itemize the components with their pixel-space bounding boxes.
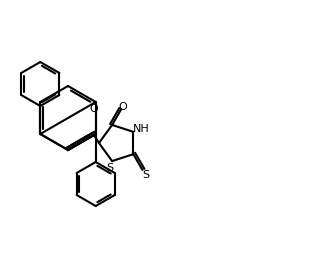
Text: S: S bbox=[142, 170, 149, 180]
Text: O: O bbox=[119, 102, 127, 112]
Text: S: S bbox=[106, 163, 114, 173]
Text: NH: NH bbox=[133, 124, 150, 134]
Text: O: O bbox=[89, 104, 98, 114]
